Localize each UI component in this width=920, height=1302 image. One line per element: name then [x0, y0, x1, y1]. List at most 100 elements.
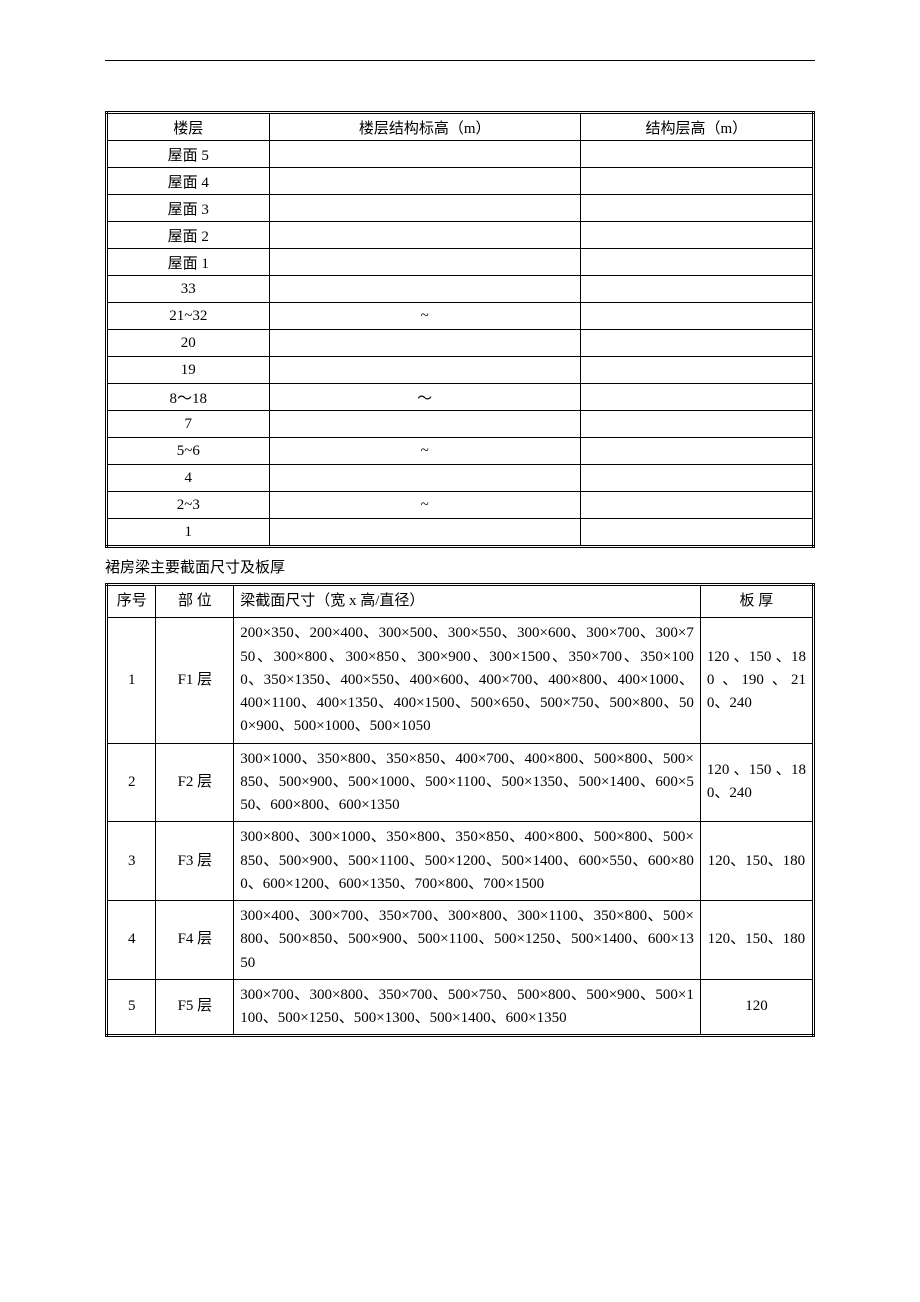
cell-dims: 200×350、200×400、300×500、300×550、300×600、…: [234, 618, 701, 743]
cell-floor: 33: [107, 276, 270, 303]
col-header-slab: 板 厚: [700, 585, 813, 618]
col-header-part: 部 位: [156, 585, 234, 618]
cell-floor: 20: [107, 330, 270, 357]
section-caption: 裙房梁主要截面尺寸及板厚: [105, 556, 815, 577]
cell-height: [580, 357, 813, 384]
cell-floor: 屋面 1: [107, 249, 270, 276]
beam-table-body: 1F1 层200×350、200×400、300×500、300×550、300…: [107, 618, 814, 1036]
cell-floor: 4: [107, 465, 270, 492]
cell-elev: [269, 249, 580, 276]
table-row: 19: [107, 357, 814, 384]
cell-height: [580, 168, 813, 195]
col-header-height: 结构层高（m）: [580, 113, 813, 141]
cell-dims: 300×400、300×700、350×700、300×800、300×1100…: [234, 901, 701, 980]
cell-elev: [269, 330, 580, 357]
cell-slab: 120 、150 、180 、190 、210、240: [700, 618, 813, 743]
cell-seq: 2: [107, 743, 156, 822]
cell-height: [580, 519, 813, 547]
cell-slab: 120、150、180: [700, 901, 813, 980]
cell-floor: 1: [107, 519, 270, 547]
cell-height: [580, 330, 813, 357]
table-row: 屋面 3: [107, 195, 814, 222]
table-row: 8～18～: [107, 384, 814, 411]
cell-floor: 21~32: [107, 303, 270, 330]
table-row: 2~3~: [107, 492, 814, 519]
cell-elev: [269, 276, 580, 303]
cell-floor: 7: [107, 411, 270, 438]
cell-elev: ～: [269, 384, 580, 411]
cell-height: [580, 492, 813, 519]
cell-height: [580, 276, 813, 303]
table-row: 4F4 层300×400、300×700、350×700、300×800、300…: [107, 901, 814, 980]
table-row: 33: [107, 276, 814, 303]
cell-elev: [269, 357, 580, 384]
beam-section-table: 序号 部 位 梁截面尺寸（宽 x 高/直径） 板 厚 1F1 层200×350、…: [105, 583, 815, 1037]
table-row: 20: [107, 330, 814, 357]
cell-elev: [269, 465, 580, 492]
cell-height: [580, 465, 813, 492]
cell-height: [580, 222, 813, 249]
cell-height: [580, 411, 813, 438]
col-header-dims: 梁截面尺寸（宽 x 高/直径）: [234, 585, 701, 618]
cell-seq: 3: [107, 822, 156, 901]
header-rule: [105, 60, 815, 61]
cell-elev: [269, 141, 580, 168]
cell-height: [580, 303, 813, 330]
cell-seq: 5: [107, 979, 156, 1036]
cell-elev: ~: [269, 492, 580, 519]
cell-floor: 2~3: [107, 492, 270, 519]
cell-part: F3 层: [156, 822, 234, 901]
cell-slab: 120、150、180: [700, 822, 813, 901]
cell-elev: [269, 222, 580, 249]
floor-table-body: 屋面 5屋面 4屋面 3屋面 2屋面 13321~32~20198～18～75~…: [107, 141, 814, 547]
cell-height: [580, 438, 813, 465]
cell-floor: 19: [107, 357, 270, 384]
cell-part: F1 层: [156, 618, 234, 743]
cell-floor: 屋面 4: [107, 168, 270, 195]
cell-slab: 120: [700, 979, 813, 1036]
cell-floor: 屋面 3: [107, 195, 270, 222]
cell-part: F4 层: [156, 901, 234, 980]
cell-elev: [269, 411, 580, 438]
table-row: 7: [107, 411, 814, 438]
cell-floor: 屋面 2: [107, 222, 270, 249]
floor-elevation-table: 楼层 楼层结构标高（m） 结构层高（m） 屋面 5屋面 4屋面 3屋面 2屋面 …: [105, 111, 815, 548]
cell-slab: 120 、150 、180、240: [700, 743, 813, 822]
col-header-floor: 楼层: [107, 113, 270, 141]
cell-elev: [269, 195, 580, 222]
cell-dims: 300×1000、350×800、350×850、400×700、400×800…: [234, 743, 701, 822]
col-header-seq: 序号: [107, 585, 156, 618]
table-row: 5F5 层300×700、300×800、350×700、500×750、500…: [107, 979, 814, 1036]
cell-part: F5 层: [156, 979, 234, 1036]
cell-height: [580, 249, 813, 276]
cell-floor: 屋面 5: [107, 141, 270, 168]
table-row: 屋面 4: [107, 168, 814, 195]
cell-height: [580, 141, 813, 168]
table-row: 21~32~: [107, 303, 814, 330]
document-page: 楼层 楼层结构标高（m） 结构层高（m） 屋面 5屋面 4屋面 3屋面 2屋面 …: [0, 0, 920, 1077]
table-row: 屋面 2: [107, 222, 814, 249]
table-row: 1F1 层200×350、200×400、300×500、300×550、300…: [107, 618, 814, 743]
cell-floor: 8～18: [107, 384, 270, 411]
cell-seq: 4: [107, 901, 156, 980]
table-row: 4: [107, 465, 814, 492]
cell-dims: 300×700、300×800、350×700、500×750、500×800、…: [234, 979, 701, 1036]
cell-dims: 300×800、300×1000、350×800、350×850、400×800…: [234, 822, 701, 901]
cell-elev: ~: [269, 303, 580, 330]
cell-floor: 5~6: [107, 438, 270, 465]
table-header-row: 楼层 楼层结构标高（m） 结构层高（m）: [107, 113, 814, 141]
cell-elev: [269, 519, 580, 547]
cell-height: [580, 195, 813, 222]
col-header-elev: 楼层结构标高（m）: [269, 113, 580, 141]
table-header-row: 序号 部 位 梁截面尺寸（宽 x 高/直径） 板 厚: [107, 585, 814, 618]
table-row: 屋面 5: [107, 141, 814, 168]
cell-elev: [269, 168, 580, 195]
cell-seq: 1: [107, 618, 156, 743]
cell-height: [580, 384, 813, 411]
table-row: 5~6~: [107, 438, 814, 465]
table-row: 屋面 1: [107, 249, 814, 276]
table-row: 3F3 层300×800、300×1000、350×800、350×850、40…: [107, 822, 814, 901]
cell-part: F2 层: [156, 743, 234, 822]
cell-elev: ~: [269, 438, 580, 465]
table-row: 2F2 层300×1000、350×800、350×850、400×700、40…: [107, 743, 814, 822]
